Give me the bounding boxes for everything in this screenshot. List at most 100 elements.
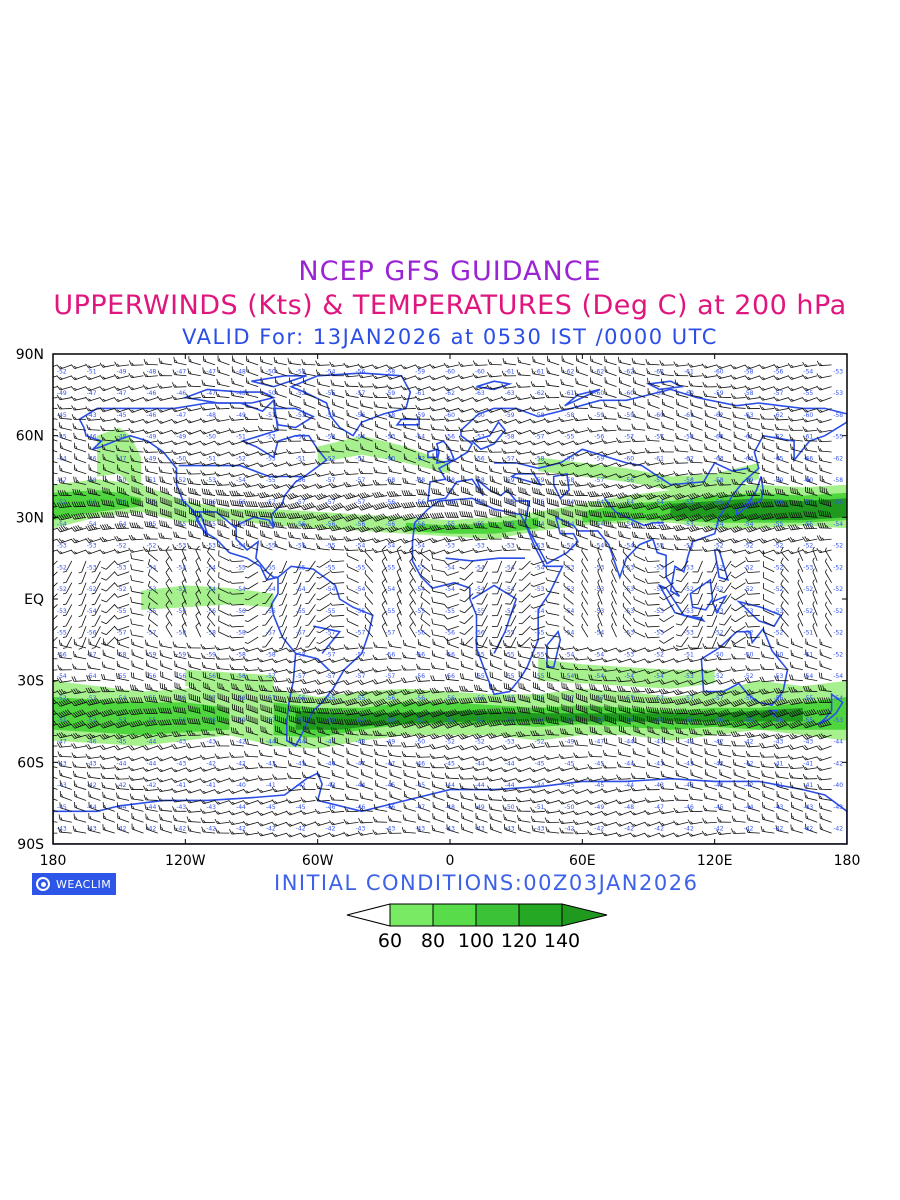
temperature-label: -42 (744, 826, 754, 833)
temperature-label: -58 (117, 651, 127, 658)
temperature-label: -56 (415, 695, 425, 702)
temperature-label: -62 (684, 455, 694, 462)
temperature-label: -43 (356, 826, 366, 833)
temperature-label: -58 (505, 434, 515, 441)
wind-barb (303, 388, 316, 398)
temperature-label: -56 (475, 695, 485, 702)
temperature-label: -44 (624, 782, 634, 789)
wind-barb (674, 379, 689, 388)
temperature-label: -57 (356, 673, 366, 680)
temperature-label: -55 (565, 434, 575, 441)
temperature-label: -56 (176, 695, 186, 702)
temperature-label: -54 (535, 717, 545, 724)
temperature-label: -55 (475, 673, 485, 680)
temperature-label: -59 (594, 455, 604, 462)
temperature-label: -57 (535, 434, 545, 441)
temperature-label: -60 (714, 368, 724, 375)
temperature-label: -51 (535, 804, 545, 811)
temperature-label: -55 (505, 499, 515, 506)
wind-barb (702, 381, 717, 388)
temperature-label: -42 (236, 760, 246, 767)
temperature-label: -45 (535, 760, 545, 767)
wind-barb (56, 394, 72, 401)
temperature-label: -44 (266, 739, 276, 746)
wind-barb (287, 358, 302, 366)
temperature-label: -43 (385, 826, 395, 833)
temperature-label: -53 (146, 586, 156, 593)
temperature-label: -45 (415, 782, 425, 789)
colorbar-box (389, 903, 434, 927)
valid-time: VALID For: 13JAN2026 at 0530 IST /0000 U… (182, 325, 718, 349)
temperature-label: -55 (475, 651, 485, 658)
temperature-label: -56 (266, 521, 276, 528)
temperature-label: -57 (654, 695, 664, 702)
wind-barb (787, 386, 804, 392)
temperature-label: -50 (415, 739, 425, 746)
wind-barb (802, 397, 818, 403)
wind-barb (590, 377, 603, 388)
temperature-label: -45 (296, 804, 306, 811)
map-canvas: -52 -51 -49 -48 -47 -47 -48 -50 -52 -54 -56 -58 -59 -… (16, 347, 861, 869)
temperature-label: -56 (684, 717, 694, 724)
wind-barb (558, 404, 574, 410)
temperature-label: -50 (744, 651, 754, 658)
wind-barb (171, 394, 187, 401)
temperature-label: -46 (87, 739, 97, 746)
temperature-label: -43 (684, 760, 694, 767)
wind-barb (701, 372, 717, 379)
temperature-label: -53 (176, 586, 186, 593)
temperature-label: -44 (624, 739, 634, 746)
temperature-label: -43 (87, 826, 97, 833)
wind-barb (429, 396, 445, 402)
temperature-label: -55 (236, 564, 246, 571)
wind-barb (114, 361, 130, 367)
wind-barb (70, 386, 87, 391)
wind-barb (186, 393, 201, 400)
wind-barb (344, 380, 359, 388)
coastline (272, 407, 315, 429)
temperature-label: -52 (117, 543, 127, 550)
temperature-label: -56 (594, 434, 604, 441)
wind-barb (588, 401, 603, 409)
wind-barb (85, 386, 101, 392)
wind-barb (128, 372, 144, 379)
temperature-label: -53 (684, 630, 694, 637)
temperature-label: -46 (146, 412, 156, 419)
temperature-label: -47 (206, 368, 216, 375)
temperature-label: -52 (445, 717, 455, 724)
wind-barb (56, 375, 72, 381)
wind-barb (202, 367, 216, 377)
wind-barb (400, 364, 416, 370)
lon-label: 60W (302, 853, 334, 869)
wind-barb (85, 396, 101, 402)
wind-speed-band (141, 585, 274, 610)
temperature-label: -50 (266, 390, 276, 397)
wind-barb (716, 364, 732, 370)
temperature-label: -56 (624, 717, 634, 724)
temperature-label: -41 (176, 782, 186, 789)
wind-barb (231, 355, 244, 366)
temperature-label: -42 (594, 826, 604, 833)
wind-barb (415, 395, 431, 401)
wind-barb (171, 382, 187, 388)
wind-barb (687, 371, 703, 378)
temperature-label: -56 (445, 434, 455, 441)
temperature-label: -49 (475, 804, 485, 811)
temperature-label: -61 (684, 368, 694, 375)
temperature-label: -43 (774, 804, 784, 811)
temperature-label: -62 (833, 455, 843, 462)
temperature-label: -55 (475, 608, 485, 615)
wind-barb (289, 399, 302, 409)
lon-label: 180 (834, 853, 861, 869)
temperature-label: -53 (654, 564, 664, 571)
temperature-label: -54 (565, 673, 575, 680)
temperature-label: -52 (744, 673, 754, 680)
temperature-label: -60 (624, 455, 634, 462)
temperature-label: -55 (803, 717, 813, 724)
temperature-label: -55 (505, 521, 515, 528)
temperature-label: -51 (87, 368, 97, 375)
temperature-label: -52 (803, 543, 813, 550)
wind-barb (730, 393, 746, 399)
temperature-label: -54 (624, 521, 634, 528)
temperature-label: -45 (594, 782, 604, 789)
